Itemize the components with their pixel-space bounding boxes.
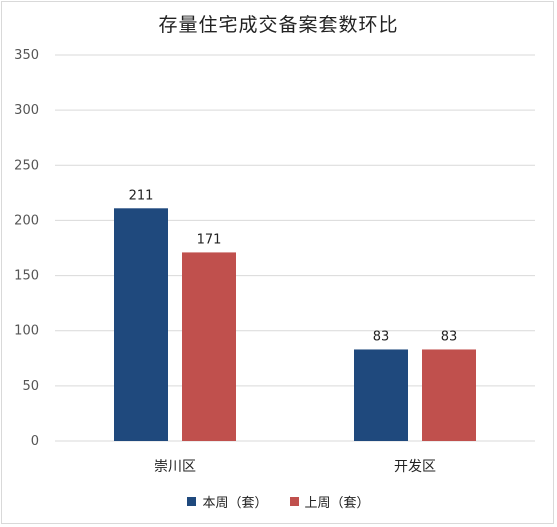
- x-category-label: 崇川区: [154, 459, 196, 475]
- bar-1-开发区: [354, 349, 408, 441]
- chart-title: 存量住宅成交备案套数环比: [158, 14, 399, 36]
- legend-item-series-1: 本周（套）: [187, 492, 268, 511]
- x-category-label: 开发区: [394, 459, 436, 475]
- y-tick-label: 200: [14, 213, 39, 228]
- y-tick-label: 0: [31, 434, 39, 449]
- data-label: 211: [129, 188, 154, 203]
- bar-1-崇川区: [114, 208, 168, 441]
- y-tick-label: 250: [14, 158, 39, 173]
- data-label: 83: [373, 329, 390, 344]
- y-tick-label: 50: [22, 379, 39, 394]
- y-tick-label: 300: [14, 103, 39, 118]
- legend-swatch-series-2: [289, 497, 299, 506]
- bar-2-崇川区: [182, 252, 236, 441]
- legend-item-series-2: 上周（套）: [289, 492, 370, 511]
- y-tick-label: 350: [14, 48, 39, 63]
- legend: 本周（套） 上周（套）: [0, 492, 557, 511]
- data-label: 171: [197, 232, 222, 247]
- legend-label-series-1: 本周（套）: [202, 496, 268, 511]
- data-label: 83: [441, 329, 458, 344]
- y-tick-label: 150: [14, 269, 39, 284]
- legend-swatch-series-1: [187, 497, 197, 506]
- y-tick-label: 100: [14, 324, 39, 339]
- legend-label-series-2: 上周（套）: [304, 496, 370, 511]
- bar-2-开发区: [422, 349, 476, 441]
